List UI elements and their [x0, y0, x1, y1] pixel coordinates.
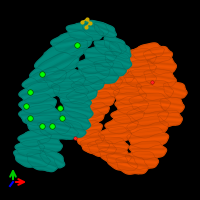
Polygon shape	[14, 149, 50, 167]
Polygon shape	[95, 137, 128, 153]
Polygon shape	[116, 156, 148, 174]
Polygon shape	[85, 92, 114, 109]
Polygon shape	[88, 140, 116, 156]
Polygon shape	[75, 130, 104, 147]
Polygon shape	[19, 80, 60, 103]
Polygon shape	[81, 21, 109, 36]
Polygon shape	[94, 22, 116, 38]
Polygon shape	[18, 129, 51, 147]
Polygon shape	[119, 48, 156, 68]
Polygon shape	[81, 66, 118, 84]
Polygon shape	[129, 93, 171, 114]
Polygon shape	[148, 56, 176, 74]
Polygon shape	[63, 102, 93, 119]
Polygon shape	[123, 69, 156, 88]
Polygon shape	[19, 104, 61, 126]
Polygon shape	[15, 140, 44, 157]
Polygon shape	[163, 82, 187, 98]
Polygon shape	[80, 137, 109, 153]
Polygon shape	[40, 148, 65, 168]
Polygon shape	[144, 69, 176, 87]
Polygon shape	[127, 116, 168, 138]
Polygon shape	[38, 121, 78, 139]
Polygon shape	[106, 153, 138, 171]
Polygon shape	[76, 56, 113, 74]
Polygon shape	[115, 96, 148, 115]
Polygon shape	[73, 120, 102, 136]
Polygon shape	[104, 37, 126, 53]
Polygon shape	[108, 77, 141, 93]
Polygon shape	[94, 60, 126, 76]
Polygon shape	[90, 82, 119, 98]
Polygon shape	[98, 127, 131, 144]
Polygon shape	[22, 67, 66, 92]
Polygon shape	[44, 69, 86, 91]
Polygon shape	[35, 37, 87, 72]
Polygon shape	[111, 106, 144, 124]
Polygon shape	[113, 86, 146, 105]
Polygon shape	[106, 67, 134, 83]
Polygon shape	[109, 41, 131, 59]
Polygon shape	[59, 92, 91, 108]
Polygon shape	[83, 47, 116, 63]
Polygon shape	[30, 53, 79, 83]
Polygon shape	[19, 94, 56, 114]
Polygon shape	[127, 127, 169, 149]
Polygon shape	[105, 51, 132, 69]
Polygon shape	[71, 76, 104, 94]
Polygon shape	[38, 138, 62, 152]
Polygon shape	[69, 64, 110, 85]
Polygon shape	[105, 116, 138, 134]
Polygon shape	[60, 111, 91, 130]
Polygon shape	[66, 23, 103, 41]
Polygon shape	[99, 147, 131, 163]
Polygon shape	[123, 60, 156, 77]
Polygon shape	[80, 102, 109, 118]
Polygon shape	[101, 61, 129, 76]
Polygon shape	[94, 72, 122, 88]
Polygon shape	[143, 47, 172, 64]
Polygon shape	[50, 119, 86, 137]
Polygon shape	[27, 153, 58, 172]
Polygon shape	[127, 104, 169, 126]
Polygon shape	[125, 151, 158, 169]
Polygon shape	[75, 110, 104, 126]
Polygon shape	[160, 97, 184, 113]
Polygon shape	[136, 80, 173, 100]
Polygon shape	[158, 110, 182, 126]
Polygon shape	[131, 43, 164, 61]
Polygon shape	[129, 141, 167, 160]
Polygon shape	[94, 41, 122, 56]
Polygon shape	[51, 81, 88, 99]
Polygon shape	[66, 86, 97, 104]
Polygon shape	[25, 115, 71, 135]
Polygon shape	[51, 31, 92, 53]
